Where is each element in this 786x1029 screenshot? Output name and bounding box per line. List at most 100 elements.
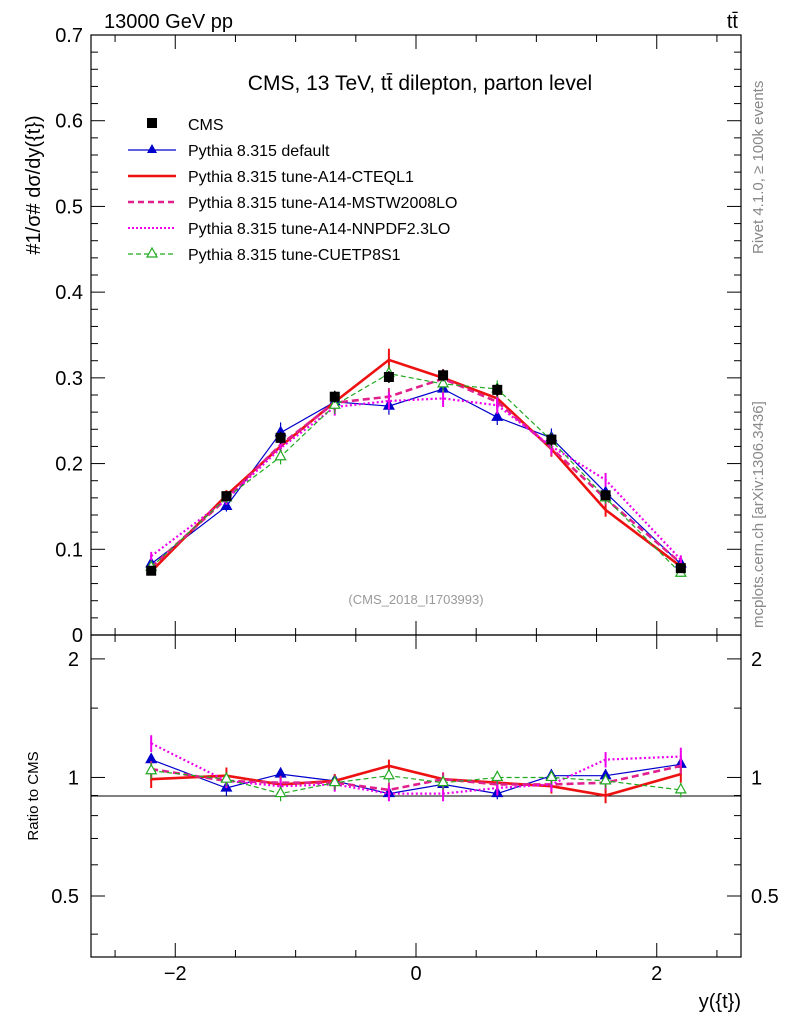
legend-label-cms: CMS: [188, 117, 224, 134]
data-point-nnpdf: [679, 755, 683, 758]
main-y-tick-label: 0.1: [55, 539, 83, 561]
data-point-default: [491, 410, 504, 421]
legend-entry-default: Pythia 8.315 default: [128, 143, 330, 160]
legend-entry-mstw: Pythia 8.315 tune-A14-MSTW2008LO: [128, 195, 457, 212]
cms-data-point: [221, 491, 232, 502]
cms-data-point: [275, 432, 286, 443]
data-point-cteql1: [604, 794, 607, 797]
main-y-tick-label: 0.4: [55, 282, 83, 304]
legend-entry-cms: CMS: [147, 117, 224, 134]
process-label: tt̄: [727, 11, 739, 33]
series-line-cuetp8s1: [151, 770, 681, 795]
data-point-nnpdf: [441, 792, 445, 795]
main-y-tick-label: 0.3: [55, 368, 83, 390]
legend-marker-default: [147, 144, 157, 153]
ratio-y-tick-label: 0.5: [51, 886, 79, 908]
data-point-cuetp8s1: [437, 775, 450, 787]
data-point-nnpdf: [387, 792, 391, 795]
ratio-y-tick-label-right: 0.5: [751, 886, 779, 908]
cms-data-point: [492, 384, 503, 395]
legend-label-mstw: Pythia 8.315 tune-A14-MSTW2008LO: [188, 195, 457, 212]
series-line-nnpdf: [150, 397, 682, 561]
main-axis-ticks: 0 0.1 0.2 0.3 0.4 0.5 0.6 0.7: [55, 25, 741, 647]
rivet-version-label: Rivet 4.1.0, ≥ 100k events: [750, 81, 767, 254]
data-point-cuetp8s1: [674, 782, 687, 794]
data-point-nnpdf: [604, 758, 607, 761]
cms-data-point: [146, 565, 157, 576]
data-point-cuetp8s1: [545, 770, 558, 782]
ratio-axis-ticks: 0.5 0.5 1 1 2 2 −2 0 2: [51, 635, 779, 985]
data-point-nnpdf: [496, 404, 499, 407]
main-y-tick-label: 0: [72, 625, 83, 647]
mcplots-reference-label: mcplots.cern.ch [arXiv:1306.3436]: [750, 401, 767, 628]
legend-label-nnpdf: Pythia 8.315 tune-A14-NNPDF2.3LO: [188, 221, 450, 238]
data-point-default: [274, 766, 287, 778]
legend-label-cuetp8s1: Pythia 8.315 tune-CUETP8S1: [188, 247, 401, 264]
x-tick-label: 0: [410, 963, 421, 985]
cms-data-point: [438, 370, 449, 381]
data-point-cteql1: [387, 358, 391, 362]
data-point-nnpdf: [441, 397, 445, 400]
x-tick-label: −2: [164, 963, 187, 985]
legend-label-default: Pythia 8.315 default: [188, 143, 330, 160]
data-point-cteql1: [387, 764, 391, 768]
series-line-cteql1: [150, 358, 682, 573]
data-point-cuetp8s1: [599, 773, 612, 785]
legend-symbol-cms: [147, 118, 157, 128]
main-y-tick-label: 0.6: [55, 111, 83, 133]
series-line-mstw: [150, 764, 682, 792]
x-axis-label: y({t}): [699, 991, 741, 1013]
legend: CMS Pythia 8.315 default Pythia 8.315 tu…: [128, 117, 457, 264]
data-point-nnpdf: [604, 478, 607, 482]
ratio-y-tick-label: 1: [68, 767, 79, 789]
data-point-cuetp8s1: [145, 763, 158, 775]
series-line-cuetp8s1: [150, 372, 682, 574]
cms-data-point: [675, 563, 686, 574]
data-point-nnpdf: [496, 786, 499, 790]
data-point-cuetp8s1: [328, 775, 341, 787]
collision-label: 13000 GeV pp: [104, 11, 233, 33]
main-plot-title: CMS, 13 TeV, tt̄ dilepton, parton level: [248, 72, 592, 95]
data-point-cuetp8s1: [328, 398, 341, 409]
ratio-y-axis-label: Ratio to CMS: [25, 751, 42, 840]
data-point-cuetp8s1: [220, 771, 233, 783]
legend-entry-cteql1: Pythia 8.315 tune-A14-CTEQL1: [128, 169, 414, 186]
series-line-nnpdf: [150, 742, 681, 795]
data-point-cuetp8s1: [491, 770, 504, 782]
legend-label-cteql1: Pythia 8.315 tune-A14-CTEQL1: [188, 169, 414, 186]
main-panel-data: [145, 348, 687, 577]
data-point-cuetp8s1: [437, 376, 450, 388]
cms-data-point: [383, 372, 394, 382]
legend-entry-cuetp8s1: Pythia 8.315 tune-CUETP8S1: [128, 246, 401, 264]
legend-entry-nnpdf: Pythia 8.315 tune-A14-NNPDF2.3LO: [128, 221, 450, 238]
data-point-cuetp8s1: [382, 768, 395, 780]
data-point-nnpdf: [387, 399, 391, 403]
cms-data-point: [600, 490, 611, 501]
main-y-axis-label: #1/σ# dσ/dy({t}): [23, 115, 45, 254]
cms-data-point: [546, 434, 557, 445]
series-line-mstw: [150, 377, 682, 569]
data-point-cuetp8s1: [274, 786, 287, 798]
legend-marker-cuetp8s1: [145, 246, 159, 258]
main-y-tick-label: 0.5: [55, 196, 83, 218]
series-line-cteql1: [151, 764, 682, 797]
cms-data-point: [329, 391, 340, 402]
x-tick-label: 2: [651, 963, 662, 985]
main-y-tick-label: 0.2: [55, 454, 83, 476]
ratio-y-tick-label-right: 1: [751, 767, 762, 789]
data-point-default: [220, 499, 233, 511]
data-point-nnpdf: [149, 554, 153, 558]
data-point-cuetp8s1: [274, 449, 287, 461]
series-line-default: [150, 388, 682, 565]
analysis-id-label: (CMS_2018_I1703993): [348, 592, 483, 607]
data-point-nnpdf: [279, 446, 282, 450]
data-point-nnpdf: [679, 558, 683, 561]
ratio-y-tick-label: 2: [68, 649, 79, 671]
ratio-panel-data: [145, 735, 687, 804]
data-point-cteql1: [604, 508, 607, 512]
data-point-nnpdf: [149, 742, 153, 745]
ratio-y-tick-label-right: 2: [751, 649, 762, 671]
main-y-tick-label: 0.7: [55, 25, 83, 47]
